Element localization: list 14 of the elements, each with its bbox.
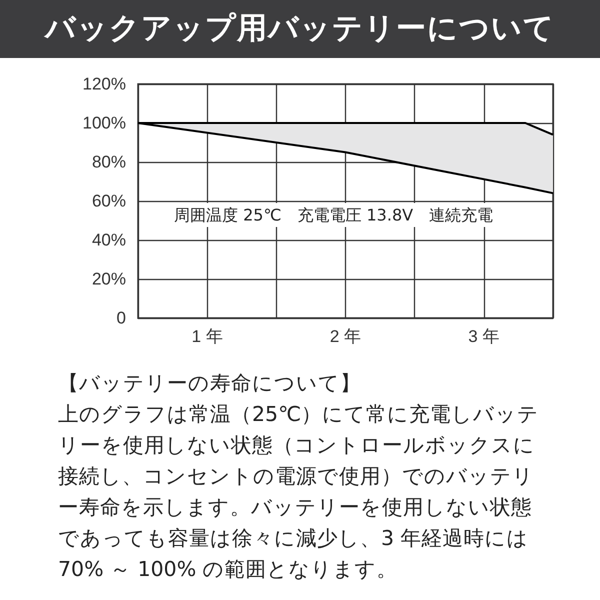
x-tick-label: 2 年 bbox=[330, 327, 362, 346]
y-tick-label: 40% bbox=[92, 230, 126, 250]
annotation: 周囲温度 25℃ 充電電圧 13.8V 連続充電 bbox=[174, 206, 494, 224]
chart-title: バックアップ用バッテリーについて bbox=[0, 0, 600, 58]
x-tick-label: 3 年 bbox=[468, 327, 500, 346]
x-tick-label: 1 年 bbox=[192, 327, 223, 346]
y-tick-label: 20% bbox=[92, 270, 126, 288]
text: 上のグラフは常温（25℃）にて常に充電しバッテリーを使用しない状態（コントロールボックスに接続し、コンセントの電源で使用）でのバッテリー寿命を示します。バッテリーを使用しない状態であっても容量は徐々に減少し、3 年経過時には 70% ～ 100% の範囲となります。 bbox=[58, 401, 540, 583]
y-tick-label: 120% bbox=[82, 74, 126, 94]
y-tick-label: 80% bbox=[92, 152, 126, 172]
text: 【バッテリーの寿命について】 bbox=[58, 370, 362, 397]
y-tick-label: 60% bbox=[92, 192, 126, 210]
y-tick-label: 100% bbox=[82, 114, 126, 132]
y-tick-label: 0 bbox=[116, 308, 126, 328]
